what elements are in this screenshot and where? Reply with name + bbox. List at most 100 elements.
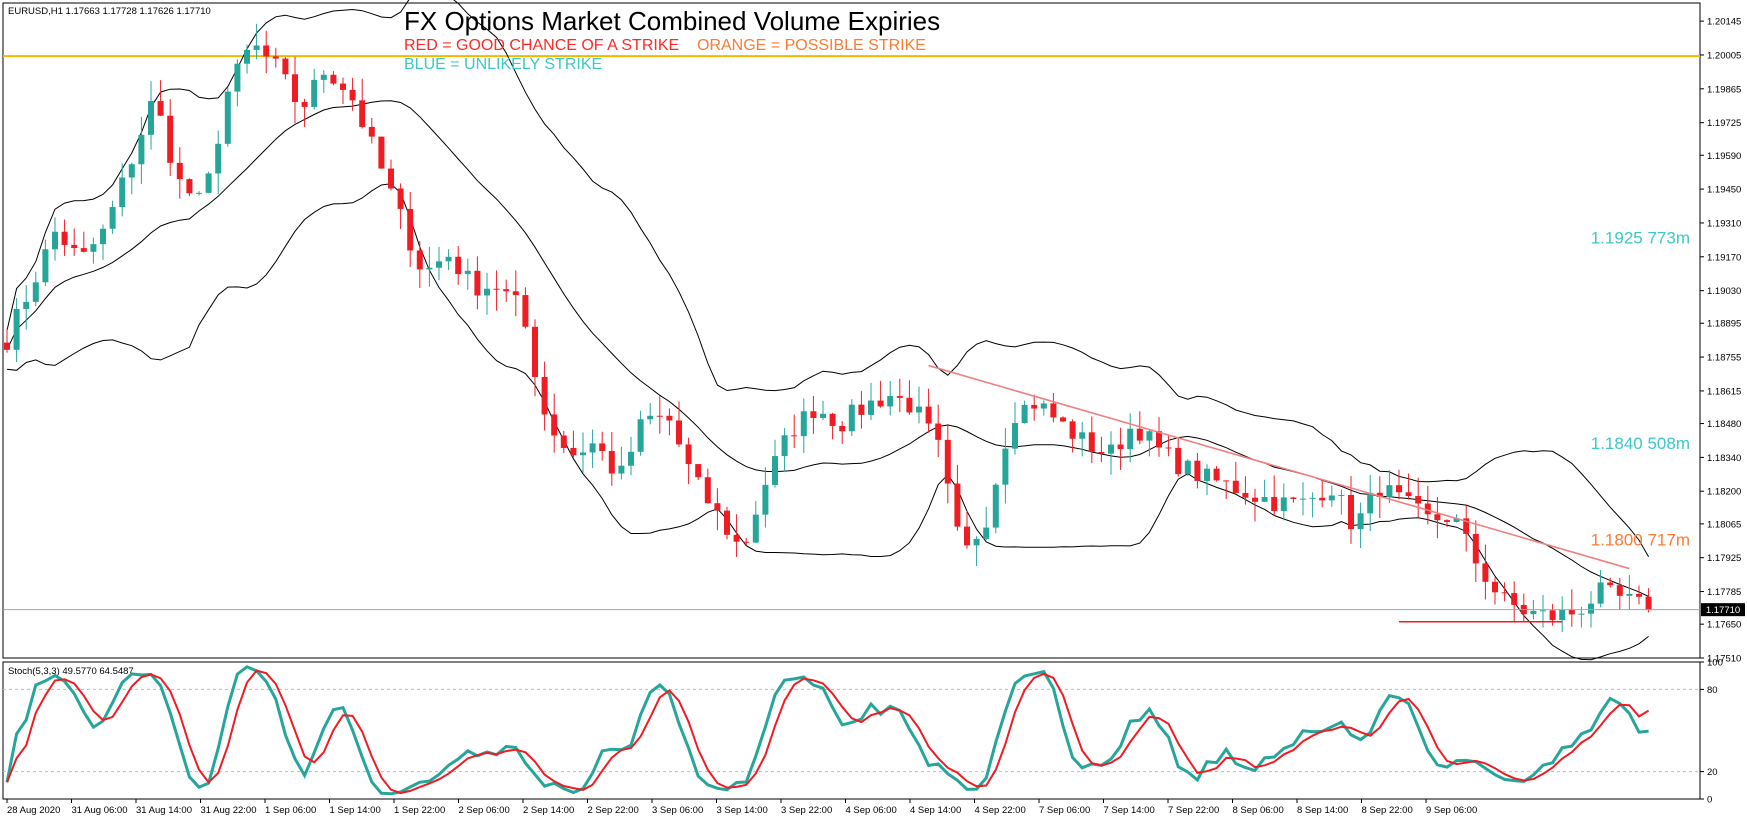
stoch-y-label: 20	[1707, 767, 1718, 778]
candle-body	[781, 435, 788, 457]
candle-body	[887, 396, 894, 407]
candle-body	[157, 101, 164, 116]
expiry-label: 1.1840 508m	[1591, 434, 1690, 453]
candle-body	[359, 100, 366, 127]
candle-body	[1108, 444, 1114, 454]
x-tick-label: 3 Sep 22:00	[781, 805, 832, 816]
candle-body	[1607, 582, 1614, 586]
candle-body	[464, 270, 471, 275]
candle-body	[1012, 423, 1018, 449]
candle-body	[983, 527, 990, 539]
x-tick-label: 31 Aug 22:00	[201, 805, 257, 816]
candle-body	[378, 136, 385, 169]
candle-body	[1175, 447, 1182, 475]
candle-body	[167, 115, 174, 163]
candle-body	[138, 134, 145, 165]
candle-body	[1098, 451, 1105, 454]
stoch-d-line	[6, 669, 1650, 795]
candle-body	[148, 101, 154, 135]
candle-body	[1396, 485, 1402, 493]
candle-body	[1367, 492, 1374, 514]
x-tick-label: 4 Sep 14:00	[910, 805, 961, 816]
candle-body	[637, 419, 644, 452]
y-tick-label: 1.19030	[1707, 286, 1741, 297]
candle-body	[829, 413, 836, 426]
candle-body	[762, 484, 769, 515]
candle-body	[551, 414, 558, 436]
candle-body	[32, 282, 39, 302]
candle-body	[1415, 496, 1422, 504]
candle-body	[1645, 596, 1652, 610]
candle-body	[954, 483, 961, 527]
candle-body	[1050, 403, 1057, 418]
x-tick-label: 31 Aug 06:00	[72, 805, 128, 816]
expiry-label: 1.1800 717m	[1591, 531, 1690, 550]
stochastic-panel-frame	[2, 661, 1701, 800]
y-tick-label: 1.19310	[1707, 218, 1741, 229]
candle-body	[512, 291, 519, 296]
legend-blue: BLUE = UNLIKELY STRIKE	[404, 56, 602, 73]
candle-body	[1405, 492, 1412, 497]
x-tick-label: 1 Sep 14:00	[330, 805, 381, 816]
lower-band	[6, 183, 1649, 661]
candle-body	[1002, 448, 1009, 485]
x-tick-label: 8 Sep 06:00	[1233, 805, 1284, 816]
candle-body	[877, 400, 884, 407]
candle-body	[906, 397, 913, 413]
options-expiry-labels: 1.1925 773m 1.1840 508m 1.1800 717m	[1591, 228, 1690, 549]
candle-body	[1021, 404, 1028, 424]
candle-body	[1501, 592, 1508, 594]
y-tick-label: 1.19170	[1707, 252, 1741, 263]
candle-body	[1127, 428, 1134, 450]
candle-body	[1453, 518, 1460, 522]
candle-body	[1559, 609, 1566, 621]
candle-body	[416, 250, 423, 270]
stochastic-y-axis: 100 80 20 0	[3, 658, 1723, 806]
candle-body	[1338, 494, 1345, 496]
upper-band	[6, 0, 1650, 557]
candle-body	[292, 74, 298, 103]
candle-body	[685, 444, 692, 465]
candle-body	[1444, 520, 1450, 522]
candle-body	[23, 301, 30, 309]
candle-body	[1280, 497, 1287, 512]
candle-body	[1060, 417, 1066, 422]
candle-body	[61, 231, 68, 245]
candle-body	[1117, 444, 1124, 450]
x-tick-label: 31 Aug 14:00	[136, 805, 192, 816]
candle-body	[944, 439, 951, 484]
candle-body	[820, 413, 826, 418]
candle-body	[340, 83, 346, 90]
candle-body	[1184, 460, 1191, 475]
candle-body	[1348, 494, 1354, 530]
candle-body	[1213, 468, 1220, 481]
candle-body	[1424, 503, 1431, 515]
y-tick-label: 1.18480	[1707, 419, 1741, 430]
candle-body	[791, 435, 798, 437]
candle-body	[964, 526, 970, 546]
candle-body	[1271, 497, 1278, 512]
y-tick-label: 1.18615	[1707, 386, 1741, 397]
candle-body	[916, 406, 922, 413]
y-tick-label: 1.19865	[1707, 84, 1741, 95]
candle-body	[263, 45, 270, 57]
candle-body	[848, 404, 855, 432]
candle-body	[1482, 563, 1489, 582]
candle-body	[320, 74, 327, 80]
stoch-y-label: 100	[1707, 658, 1723, 669]
candle-body	[272, 56, 279, 59]
main-panel-frame	[2, 2, 1701, 659]
candle-body	[109, 207, 116, 229]
candle-body	[1511, 593, 1518, 605]
y-tick-label: 1.18065	[1707, 519, 1741, 530]
expiry-label: 1.1925 773m	[1591, 228, 1690, 247]
trendline[interactable]	[928, 364, 1630, 570]
y-tick-label: 1.20005	[1707, 50, 1741, 61]
candle-body	[474, 270, 481, 296]
candle-body	[743, 541, 750, 543]
chart-title: FX Options Market Combined Volume Expiri…	[404, 6, 940, 36]
candle-body	[1530, 610, 1537, 615]
y-tick-label: 1.19590	[1707, 151, 1741, 162]
candle-body	[666, 415, 673, 421]
